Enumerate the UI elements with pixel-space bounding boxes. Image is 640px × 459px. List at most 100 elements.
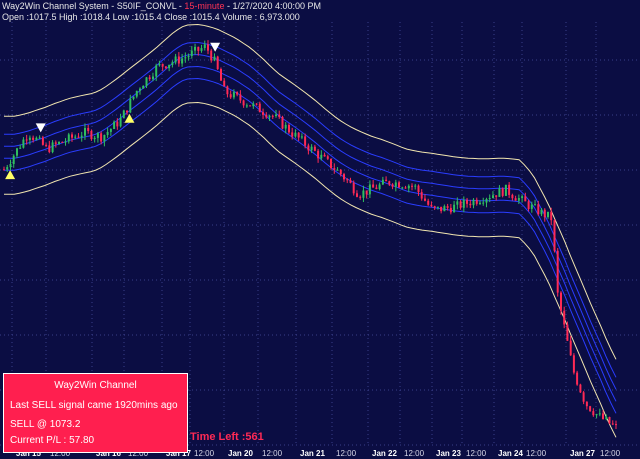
x-tick-label: Jan 24	[498, 449, 523, 458]
candle-body	[346, 179, 349, 181]
candle-body	[93, 137, 96, 140]
candle-body	[381, 179, 384, 185]
upper-inner-band	[4, 41, 617, 378]
x-tick-label: Jan 27	[570, 449, 595, 458]
candle-body	[284, 124, 287, 129]
candle-body	[271, 115, 274, 117]
candle-body	[537, 204, 540, 215]
candle-body	[504, 184, 507, 196]
candle-body	[113, 121, 116, 129]
buy-signal-icon	[5, 170, 16, 180]
candle-body	[232, 92, 235, 98]
candle-body	[615, 424, 617, 426]
candle-body	[64, 141, 67, 143]
x-tick-label: 12:00	[600, 449, 621, 458]
candle-body	[307, 145, 310, 151]
candle-body	[433, 206, 436, 208]
candle-body	[317, 150, 320, 159]
candle-body	[456, 201, 459, 205]
candle-body	[420, 192, 423, 199]
candle-body	[245, 105, 248, 107]
candle-body	[446, 206, 449, 208]
sell-signal-icon	[210, 42, 221, 52]
chart-header-title: Way2Win Channel System - S50IF_CONVL - 1…	[2, 1, 322, 11]
candle-body	[90, 131, 93, 140]
candle-body	[281, 116, 284, 129]
candle-body	[472, 199, 475, 206]
x-axis	[0, 449, 640, 459]
candle-body	[540, 209, 543, 215]
candle-body	[67, 134, 70, 142]
candle-body	[585, 401, 588, 407]
candle-body	[466, 199, 468, 204]
candle-body	[336, 169, 339, 171]
x-tick-label: 12:00	[466, 449, 487, 458]
time-left-label: Time Left :561	[190, 431, 264, 443]
candle-body	[440, 206, 443, 212]
x-tick-label: Jan 20	[228, 449, 253, 458]
x-tick-label: 12:00	[194, 449, 215, 458]
buy-signal-icon	[124, 113, 135, 123]
candle-body	[132, 96, 135, 99]
candle-body	[595, 414, 598, 416]
signal-markers	[5, 42, 221, 180]
candle-body	[12, 155, 15, 164]
candle-body	[563, 310, 566, 325]
candle-body	[262, 112, 264, 115]
candle-body	[579, 384, 582, 393]
candle-body	[242, 100, 245, 106]
candle-body	[96, 133, 99, 138]
candle-body	[6, 167, 9, 170]
candle-body	[109, 128, 112, 132]
candle-body	[300, 136, 303, 138]
candle-body	[385, 179, 388, 182]
candle-body	[171, 62, 174, 65]
candle-body	[126, 110, 128, 113]
candle-body	[249, 105, 252, 107]
interval-label: 15-minute	[184, 1, 225, 11]
candle-body	[51, 142, 54, 153]
current-pl-text: Current P/L : 57.80	[10, 435, 95, 446]
candle-body	[275, 114, 277, 116]
candle-body	[495, 195, 498, 197]
candle-body	[139, 88, 141, 91]
candle-body	[181, 58, 184, 64]
candle-body	[28, 137, 31, 140]
candle-body	[443, 206, 446, 212]
candle-body	[365, 190, 368, 195]
candle-body	[164, 66, 167, 69]
candle-body	[430, 204, 433, 207]
candle-body	[611, 423, 614, 425]
candle-body	[148, 77, 151, 80]
sell-signal-icon	[35, 123, 46, 133]
candle-body	[407, 185, 410, 189]
candle-body	[116, 121, 119, 127]
candle-body	[9, 164, 12, 168]
candle-body	[417, 185, 420, 193]
candle-body	[572, 355, 575, 373]
candle-body	[394, 182, 397, 187]
candle-body	[527, 201, 530, 209]
candle-body	[87, 128, 90, 131]
candle-body	[569, 340, 572, 356]
candle-body	[294, 132, 297, 137]
x-tick-label: 12:00	[526, 449, 547, 458]
candle-body	[220, 69, 222, 81]
candle-body	[129, 98, 132, 113]
candle-body	[54, 142, 57, 144]
candle-body	[258, 103, 261, 113]
candle-body	[411, 185, 413, 187]
candle-body	[203, 44, 206, 48]
candle-body	[142, 86, 145, 89]
x-tick-label: Jan 15	[16, 449, 41, 458]
candle-body	[177, 56, 180, 64]
candle-body	[488, 198, 491, 199]
candle-body	[226, 86, 229, 95]
candle-body	[547, 211, 549, 218]
candle-body	[375, 187, 378, 189]
candle-body	[288, 124, 290, 133]
candle-body	[304, 136, 307, 146]
candle-body	[388, 181, 391, 185]
candle-body	[401, 187, 404, 189]
candle-body	[475, 199, 478, 204]
